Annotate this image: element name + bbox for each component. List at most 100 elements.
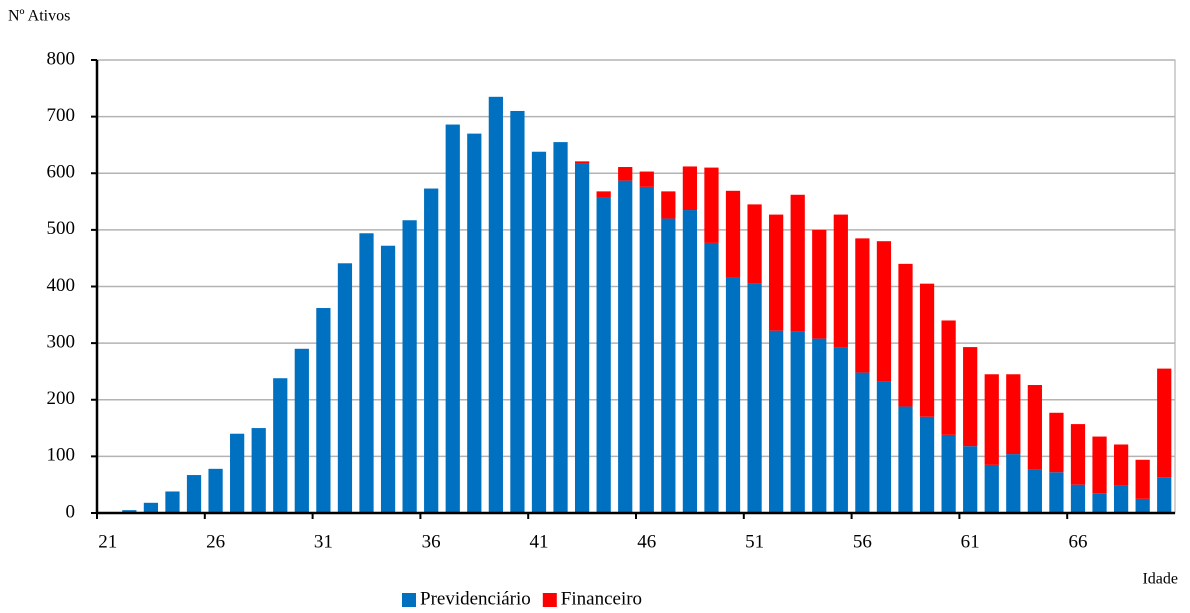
x-tick-label: 36 [422, 531, 441, 552]
bar-segment [424, 188, 439, 513]
legend-swatch [402, 593, 416, 607]
bar-segment [790, 194, 805, 332]
bar-segment [1049, 412, 1064, 473]
x-tick-label: 51 [745, 531, 764, 552]
x-axis-label: Idade [1142, 571, 1178, 588]
bar-segment [725, 277, 741, 513]
y-tick-label: 200 [47, 388, 76, 409]
x-tick-label: 56 [853, 531, 872, 552]
bar-segment [402, 220, 417, 513]
bar-segment [1092, 436, 1107, 494]
bar-segment [747, 204, 762, 284]
bar-segment [1070, 424, 1086, 485]
x-tick-label: 31 [314, 531, 333, 552]
bar-segment [963, 347, 978, 447]
y-tick-label: 500 [47, 218, 76, 239]
bar-segment [919, 283, 935, 417]
bar-segment [790, 331, 805, 513]
bar-segment [618, 180, 633, 513]
bar-segment [316, 308, 331, 513]
bar-segment [273, 378, 288, 513]
y-tick-label: 300 [47, 331, 76, 352]
x-tick-label: 26 [206, 531, 225, 552]
bar-segment [1135, 459, 1150, 499]
x-tick-label: 21 [98, 531, 117, 552]
bar-segment [596, 191, 611, 198]
bar-segment [682, 210, 698, 513]
bar-segment [1157, 368, 1172, 478]
bar-segment [1006, 374, 1021, 455]
bar-segment [876, 241, 892, 382]
bar-segment [510, 110, 525, 514]
bar-segment [1049, 472, 1064, 513]
bar-segment [574, 161, 590, 164]
y-tick-label: 0 [66, 501, 76, 522]
bar-segment [941, 320, 956, 435]
legend-swatch [542, 593, 557, 607]
bar-segment [661, 218, 676, 514]
bar-segment [445, 124, 460, 514]
bar-segment [1157, 477, 1172, 513]
bar-segment [682, 166, 698, 211]
bar-segment [122, 510, 137, 513]
bar-segment [919, 416, 935, 513]
bar-segment [208, 468, 223, 513]
bar-segment [812, 229, 827, 339]
bar-segment [812, 338, 827, 513]
y-tick-label: 600 [47, 162, 76, 183]
bar-segment [359, 233, 374, 513]
bar-segment [963, 446, 978, 513]
bar-segment [186, 475, 202, 513]
bar-segment [467, 133, 482, 514]
bar-segment [747, 283, 762, 513]
bar-segment [704, 242, 719, 513]
bar-segment [337, 263, 353, 513]
bar-segment [1113, 444, 1129, 486]
y-axis-label: Nº Ativos [8, 8, 70, 25]
bar-segment [596, 197, 611, 513]
x-tick-label: 66 [1068, 531, 1087, 552]
bar-segment [531, 151, 547, 514]
bar-segment [1135, 498, 1150, 513]
bar-segment [230, 433, 245, 513]
bar-segment [769, 214, 784, 331]
bar-segment [725, 190, 741, 278]
bar-segment [1092, 493, 1107, 513]
bar-segment [704, 167, 719, 243]
bar-segment [855, 238, 870, 373]
bar-segment [833, 347, 848, 513]
bar-segment [165, 491, 180, 513]
bar-segment [1027, 385, 1042, 470]
bar-segment [639, 171, 654, 187]
bar-segment [769, 330, 784, 513]
bar-segment [1070, 484, 1086, 513]
bar-segment [143, 502, 159, 513]
bar-segment [898, 263, 913, 407]
bar-segment [380, 245, 396, 514]
bar-segment [855, 372, 870, 513]
bar-segment [941, 434, 956, 513]
legend-label: Financeiro [561, 588, 642, 609]
bar-segment [833, 214, 848, 348]
y-tick-label: 700 [47, 105, 76, 126]
bar-segment [553, 142, 568, 513]
bar-segment [898, 406, 913, 513]
bar-segment [618, 167, 633, 181]
y-tick-label: 400 [47, 275, 76, 296]
x-tick-label: 61 [961, 531, 980, 552]
bar-segment [984, 464, 999, 513]
bar-segment [1006, 454, 1021, 513]
bar-segment [251, 428, 266, 513]
y-tick-label: 100 [47, 445, 76, 466]
bar-segment [294, 348, 309, 513]
bar-segment [661, 191, 676, 219]
bar-segment [574, 163, 590, 513]
y-tick-label: 800 [47, 48, 76, 69]
legend-label: Previdenciário [420, 588, 531, 609]
bar-segment [876, 381, 892, 513]
bar-segment [488, 96, 503, 514]
bar-segment [984, 374, 999, 465]
bar-segment [1027, 469, 1042, 513]
x-tick-label: 46 [637, 531, 656, 552]
